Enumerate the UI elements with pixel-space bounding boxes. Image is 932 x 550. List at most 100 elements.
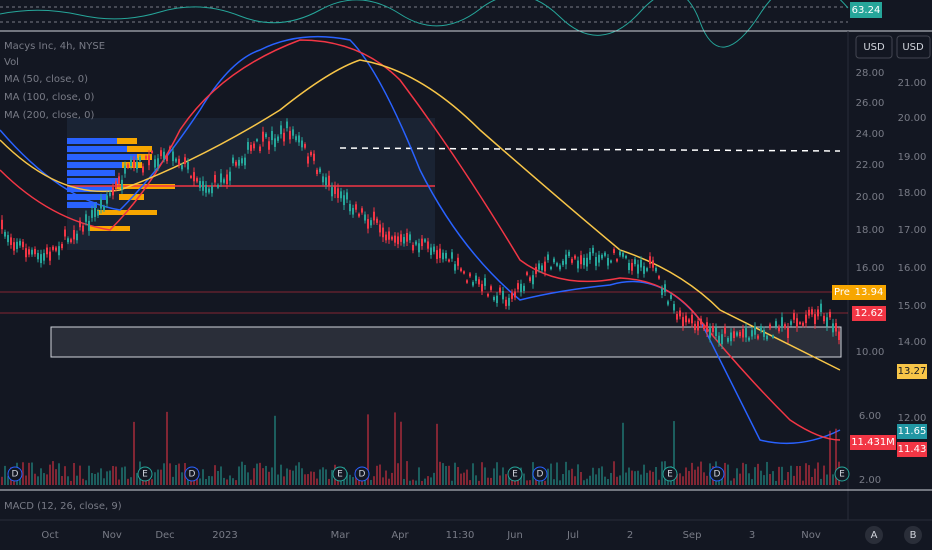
candle xyxy=(781,317,783,327)
profile-bars xyxy=(67,138,137,208)
volume-bar xyxy=(631,470,633,485)
candle xyxy=(28,249,30,255)
candle xyxy=(280,125,282,135)
volume-bar xyxy=(220,466,222,485)
candle xyxy=(79,220,81,228)
volume-bar xyxy=(589,475,591,485)
volume-bar xyxy=(766,461,768,485)
volume-bar xyxy=(769,474,771,485)
volume-bar xyxy=(214,465,216,485)
time-label: Sep xyxy=(683,530,702,541)
volume-bar xyxy=(22,462,24,485)
volume-bar xyxy=(469,480,471,485)
volume-bar xyxy=(382,477,384,485)
candle xyxy=(628,262,630,271)
event-label: D xyxy=(359,470,366,480)
price-label: 16.00 xyxy=(898,263,927,274)
event-marker xyxy=(662,466,678,482)
candle xyxy=(604,252,606,256)
volume-bar xyxy=(703,472,705,485)
volume-bar xyxy=(640,474,642,485)
candle xyxy=(751,330,753,337)
price-label: 2.00 xyxy=(859,475,881,486)
candle xyxy=(10,237,12,245)
candle xyxy=(733,331,735,339)
candle xyxy=(373,211,375,221)
volume-bar xyxy=(646,472,648,485)
candle xyxy=(220,173,222,183)
candle xyxy=(52,246,54,250)
volume-bar xyxy=(586,478,588,485)
volume-bar xyxy=(685,467,687,485)
price-label: 12.00 xyxy=(898,413,927,424)
volume-bar xyxy=(4,465,6,485)
volume-bar xyxy=(754,467,756,485)
candle xyxy=(523,285,525,291)
corner-button[interactable] xyxy=(904,526,922,544)
price-label: 21.00 xyxy=(898,78,927,89)
candle xyxy=(142,166,144,173)
candle xyxy=(103,206,105,211)
candle xyxy=(199,181,201,188)
volume-bar xyxy=(208,475,210,485)
volume-bar xyxy=(244,464,246,485)
candle xyxy=(655,267,657,272)
candle xyxy=(442,252,444,260)
candle xyxy=(703,325,705,330)
macd-label: MACD (12, 26, close, 9) xyxy=(4,501,122,512)
event-marker xyxy=(507,466,523,482)
badge xyxy=(852,306,886,321)
currency-button[interactable] xyxy=(855,35,893,59)
candle xyxy=(211,186,213,194)
candle xyxy=(19,240,21,246)
candle xyxy=(337,188,339,198)
candle xyxy=(541,265,543,271)
rsi-line xyxy=(0,0,849,48)
volume-bar xyxy=(748,473,750,485)
volume-bar xyxy=(292,470,294,485)
candle xyxy=(547,254,549,260)
volume-bar xyxy=(751,479,753,485)
time-label: Oct xyxy=(41,530,58,541)
volume-bar xyxy=(55,469,57,485)
candle xyxy=(667,301,669,305)
candle xyxy=(466,280,468,283)
volume-bar xyxy=(778,466,780,485)
candle xyxy=(349,203,351,212)
volume-bar xyxy=(49,464,51,485)
candle xyxy=(250,144,252,151)
corner-button[interactable] xyxy=(865,526,883,544)
volume-bar xyxy=(616,476,618,485)
candle xyxy=(379,224,381,233)
candle xyxy=(22,241,24,248)
candle xyxy=(643,266,645,274)
candle xyxy=(376,218,378,223)
badge-text: 11.431M xyxy=(851,437,895,448)
volume-bar xyxy=(133,421,135,485)
candle xyxy=(613,249,615,253)
candle xyxy=(115,181,117,188)
candle xyxy=(661,288,663,295)
currency-button[interactable] xyxy=(896,35,931,59)
candle xyxy=(76,233,78,241)
volume-bar xyxy=(91,473,93,485)
volume-bar xyxy=(379,464,381,485)
candle xyxy=(352,207,354,215)
volume-bar xyxy=(160,469,162,485)
candle xyxy=(832,323,834,333)
candle xyxy=(805,314,807,324)
candle xyxy=(82,225,84,232)
candle xyxy=(694,323,696,331)
candle xyxy=(130,159,132,167)
volume-bar xyxy=(649,470,651,485)
candle xyxy=(727,337,729,342)
volume-bar xyxy=(265,465,267,485)
volume-bar xyxy=(397,463,399,485)
candle xyxy=(640,259,642,268)
volume-bar xyxy=(67,476,69,485)
candle xyxy=(532,275,534,285)
candle xyxy=(583,257,585,266)
volume-bar xyxy=(73,462,75,485)
volume-bar xyxy=(637,470,639,485)
candle xyxy=(97,210,99,216)
